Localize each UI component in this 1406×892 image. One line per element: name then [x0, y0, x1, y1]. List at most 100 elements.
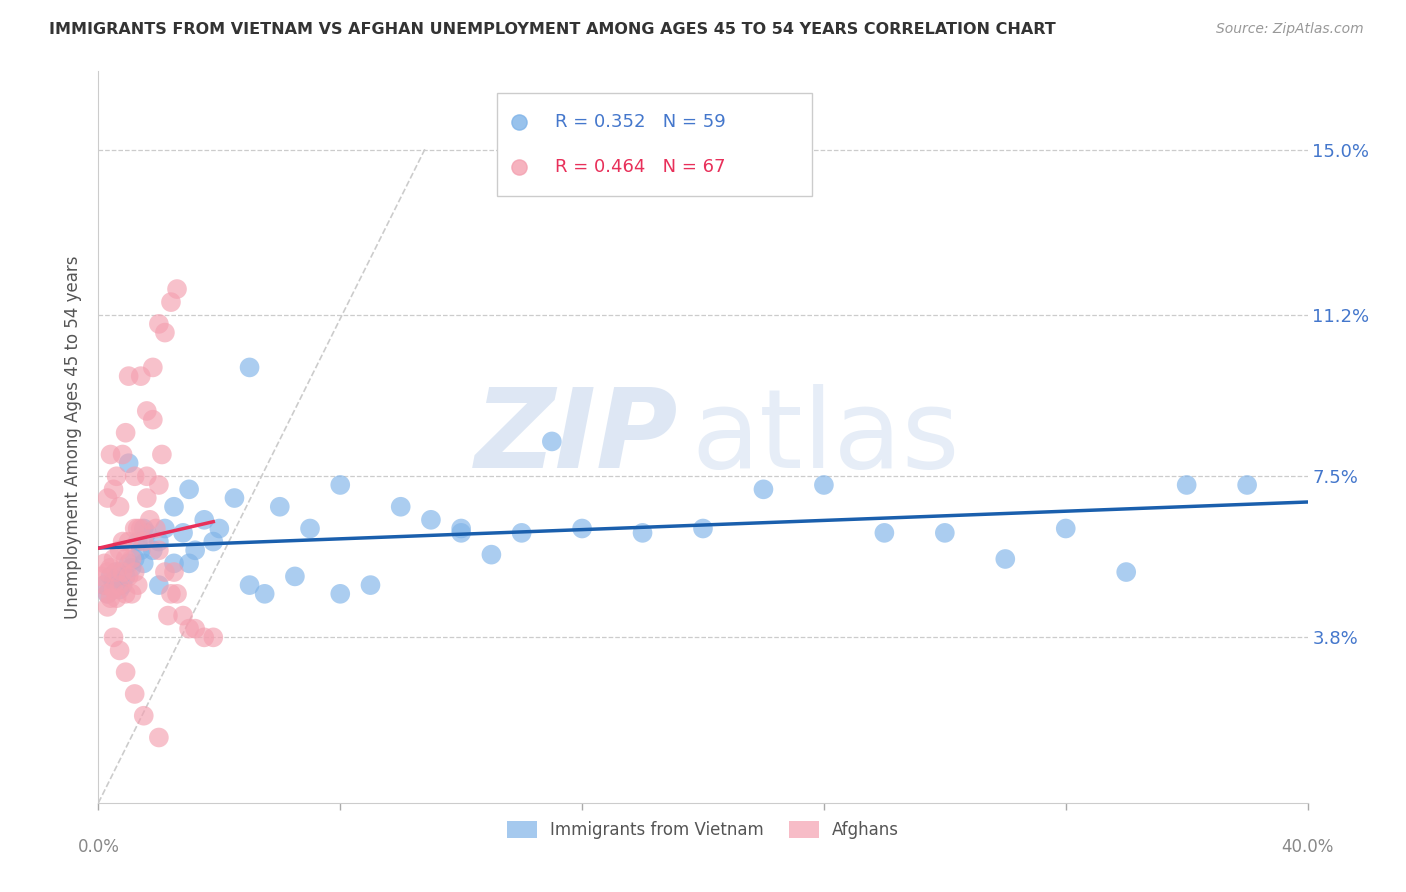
Point: [127, 578, 149, 592]
Point: [114, 665, 136, 680]
Point: [540, 434, 562, 449]
Point: [1236, 478, 1258, 492]
Point: [166, 587, 188, 601]
Point: [631, 525, 654, 540]
Point: [132, 708, 155, 723]
Point: [148, 317, 170, 331]
Point: [127, 521, 149, 535]
Point: [96, 587, 118, 601]
Point: [111, 534, 134, 549]
Point: [135, 404, 157, 418]
Point: [114, 425, 136, 440]
Point: [114, 569, 136, 583]
Point: [132, 534, 155, 549]
Point: [111, 578, 134, 592]
Point: [121, 552, 143, 566]
Point: [132, 521, 155, 535]
Point: [253, 587, 276, 601]
Point: [179, 483, 201, 497]
Point: [114, 587, 136, 601]
Point: [148, 478, 170, 492]
Point: [129, 521, 152, 535]
Point: [813, 478, 835, 492]
Point: [111, 565, 134, 579]
Point: [1175, 478, 1198, 492]
Point: [118, 557, 141, 571]
Point: [389, 500, 412, 514]
Point: [118, 456, 141, 470]
Point: [129, 369, 152, 384]
Text: 40.0%: 40.0%: [1281, 838, 1334, 855]
Point: [103, 582, 125, 597]
Y-axis label: Unemployment Among Ages 45 to 54 years: Unemployment Among Ages 45 to 54 years: [63, 255, 82, 619]
Text: atlas: atlas: [690, 384, 959, 491]
Point: [156, 608, 179, 623]
Point: [105, 469, 128, 483]
Text: R = 0.352   N = 59: R = 0.352 N = 59: [555, 113, 727, 131]
Point: [420, 513, 443, 527]
Point: [153, 565, 176, 579]
Point: [193, 513, 215, 527]
Point: [108, 578, 131, 592]
Point: [184, 543, 207, 558]
Point: [193, 631, 215, 645]
Point: [163, 500, 186, 514]
Text: ZIP: ZIP: [475, 384, 679, 491]
Point: [329, 587, 352, 601]
Point: [124, 469, 146, 483]
Point: [108, 500, 131, 514]
Point: [208, 521, 231, 535]
Point: [148, 543, 170, 558]
Text: Source: ZipAtlas.com: Source: ZipAtlas.com: [1216, 22, 1364, 37]
Point: [129, 543, 152, 558]
Point: [100, 560, 122, 574]
Point: [172, 525, 194, 540]
Point: [93, 578, 115, 592]
Point: [105, 591, 128, 606]
Point: [202, 534, 225, 549]
Point: [93, 557, 115, 571]
Point: [510, 525, 533, 540]
Point: [148, 578, 170, 592]
Point: [179, 557, 201, 571]
Point: [105, 565, 128, 579]
Point: [202, 631, 225, 645]
Point: [163, 557, 186, 571]
Point: [100, 448, 122, 462]
Point: [124, 687, 146, 701]
Point: [96, 587, 118, 601]
Point: [299, 521, 322, 535]
Point: [153, 326, 176, 340]
Point: [111, 448, 134, 462]
Point: [135, 491, 157, 505]
Point: [93, 578, 115, 592]
Point: [329, 478, 352, 492]
Point: [132, 557, 155, 571]
FancyBboxPatch shape: [498, 94, 811, 195]
Point: [450, 521, 472, 535]
Point: [184, 622, 207, 636]
Point: [100, 591, 122, 606]
Point: [108, 582, 131, 597]
Point: [124, 565, 146, 579]
Point: [934, 525, 956, 540]
Point: [481, 548, 503, 562]
Point: [873, 525, 896, 540]
Point: [108, 543, 131, 558]
Point: [153, 521, 176, 535]
Point: [160, 295, 183, 310]
Point: [139, 513, 162, 527]
Point: [127, 534, 149, 549]
Point: [150, 448, 173, 462]
Point: [142, 360, 165, 375]
Point: [692, 521, 714, 535]
Point: [135, 469, 157, 483]
Point: [148, 731, 170, 745]
Point: [121, 587, 143, 601]
Point: [1054, 521, 1077, 535]
Point: [96, 491, 118, 505]
Point: [124, 552, 146, 566]
Point: [160, 587, 183, 601]
Point: [224, 491, 246, 505]
Point: [103, 631, 125, 645]
